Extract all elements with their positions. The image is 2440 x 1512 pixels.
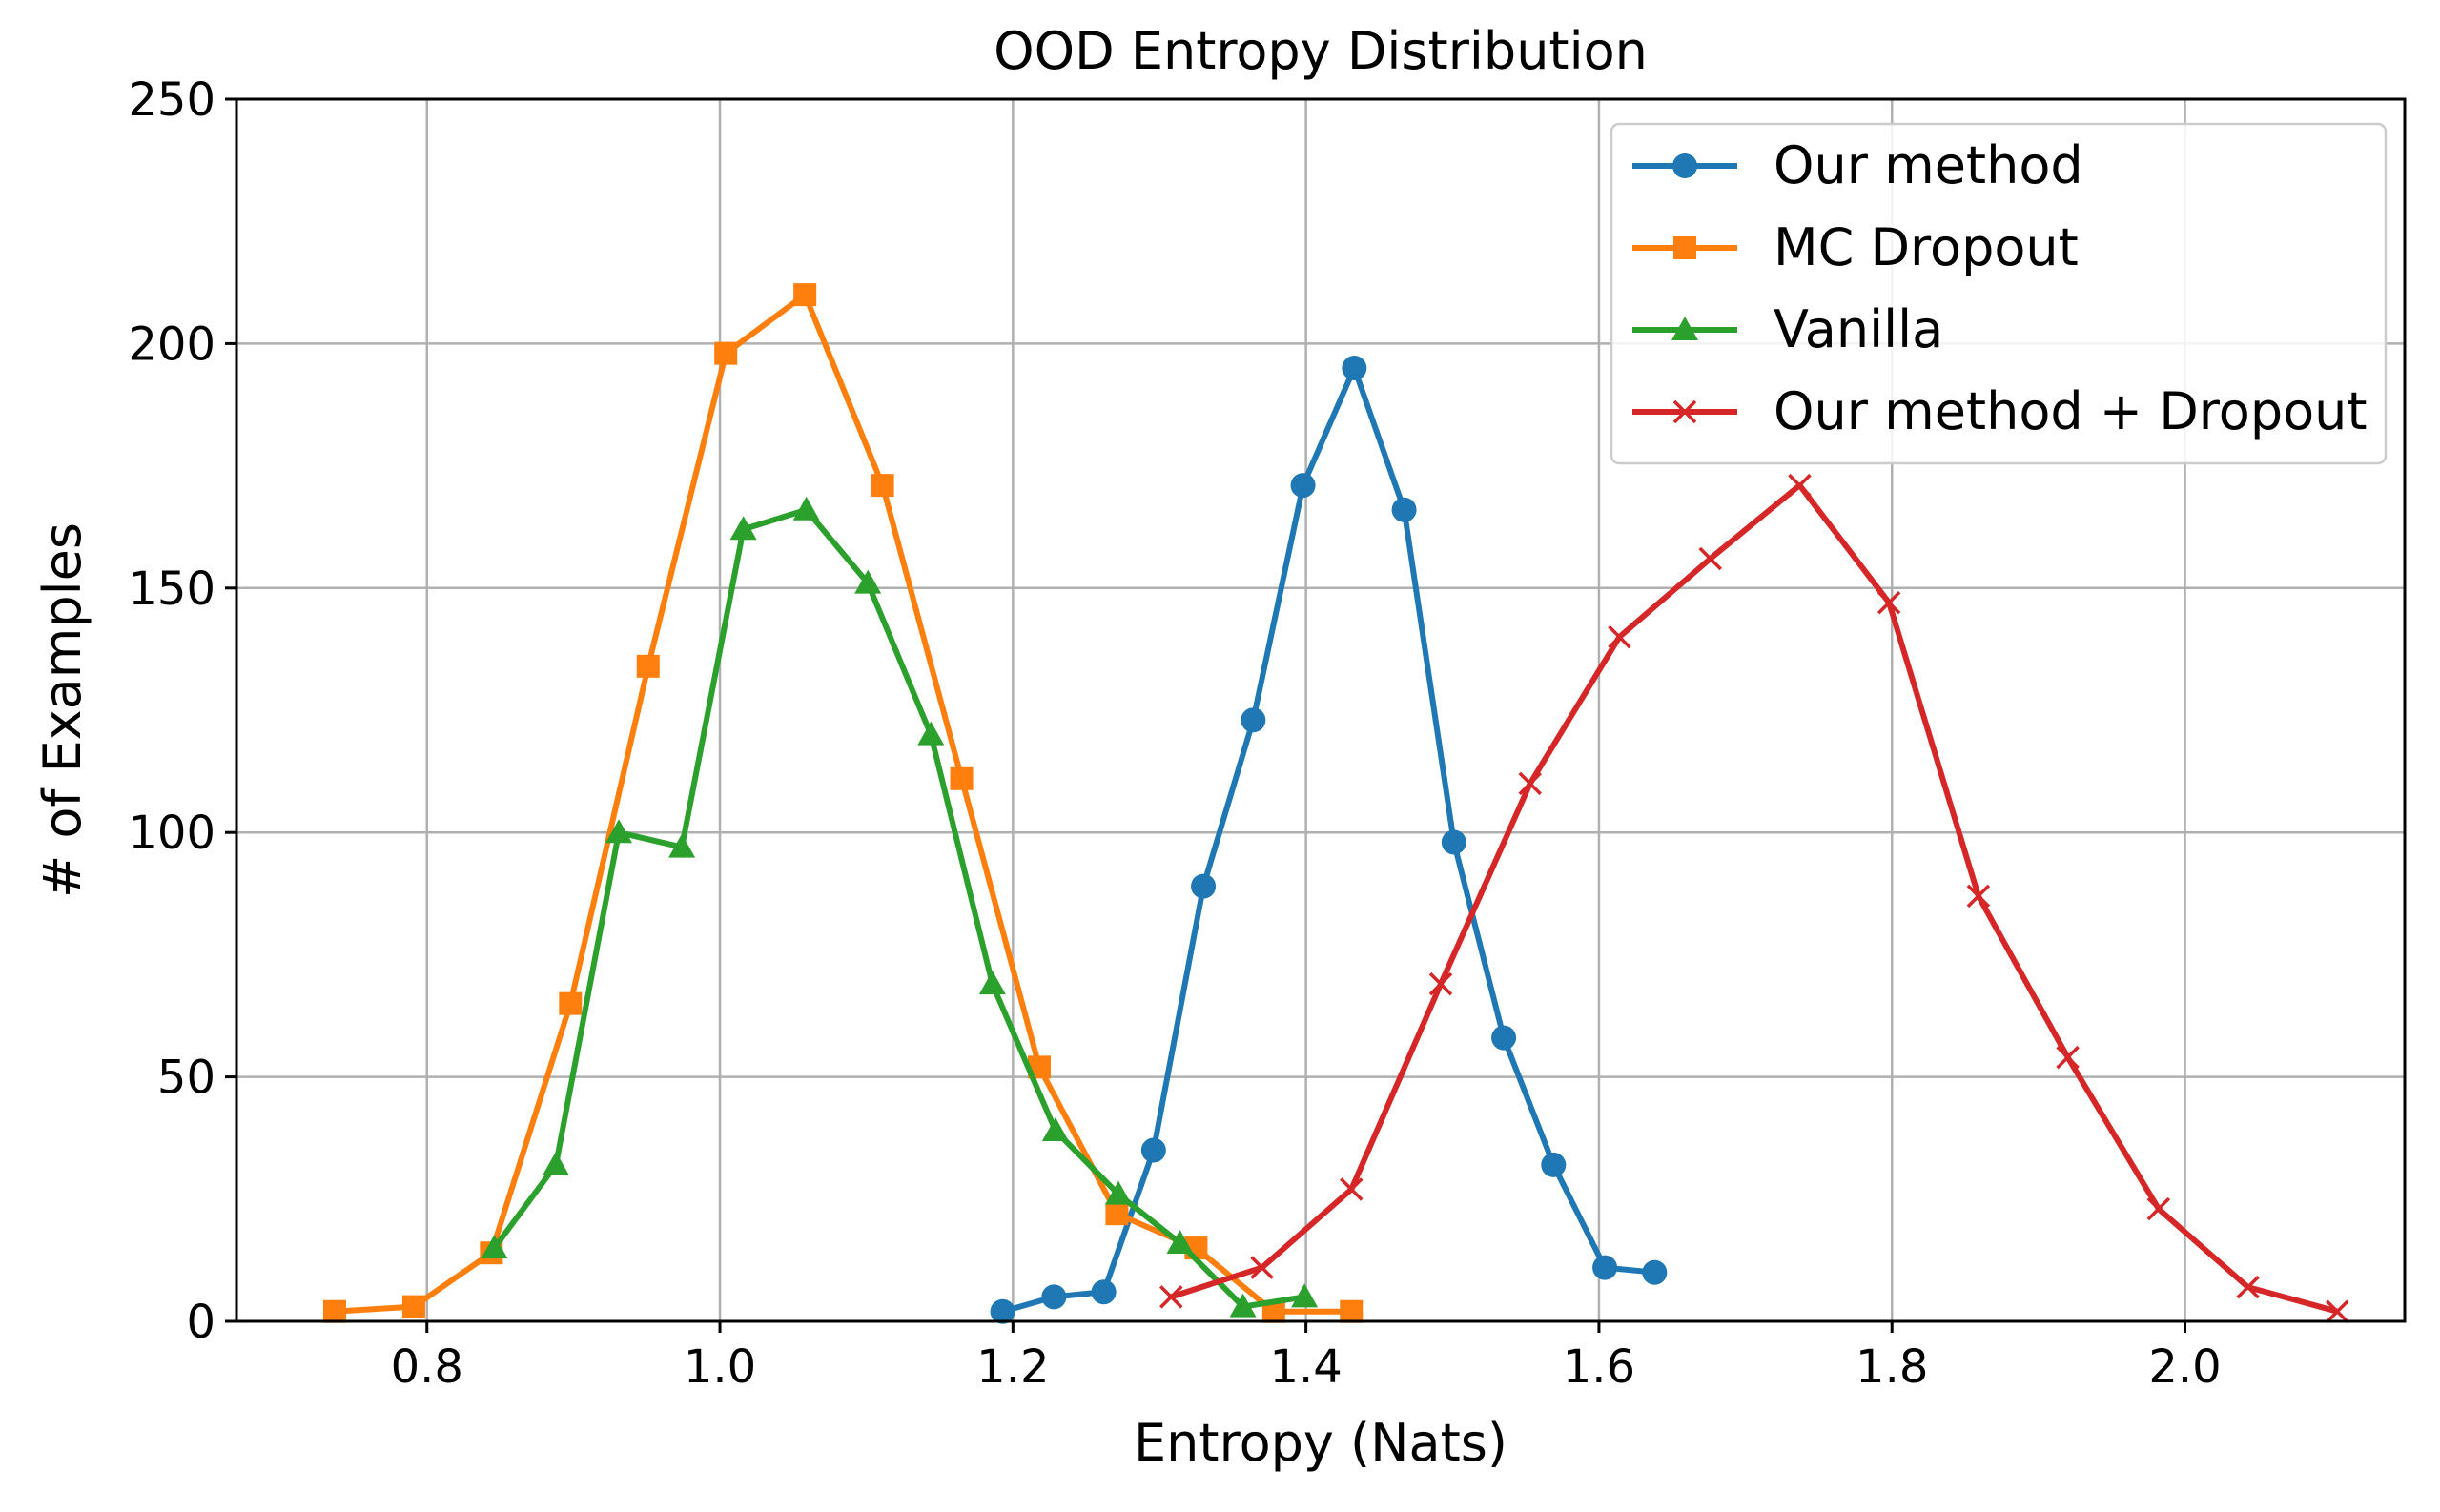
data-point-our-method xyxy=(1342,356,1367,381)
y-tick-label: 0 xyxy=(186,1296,215,1349)
plot-frame xyxy=(235,97,2407,1323)
data-point-vanilla xyxy=(542,1151,569,1175)
data-point-our-method-dropout xyxy=(1698,546,1722,571)
data-point-our-method xyxy=(1241,707,1266,733)
data-point-our-method xyxy=(1140,1137,1166,1163)
data-point-our-method-dropout xyxy=(1340,1177,1364,1201)
series-our-method-dropout xyxy=(1159,473,2349,1323)
data-point-our-method-dropout xyxy=(1428,971,1453,996)
data-point-our-method xyxy=(990,1298,1015,1324)
axis-ticks: 0.8 1.0 1.2 1.4 1.6 1.8 2.0 0 50 100 150 200 250 xyxy=(128,73,2221,1394)
x-tick-label: 1.4 xyxy=(1269,1340,1342,1394)
data-point-our-method xyxy=(1191,873,1217,899)
y-tick-label: 50 xyxy=(157,1052,215,1105)
x-tick-label: 2.0 xyxy=(2148,1340,2221,1394)
legend-label: MC Dropout xyxy=(1774,217,2079,277)
data-point-our-method-dropout xyxy=(1788,473,1812,498)
legend-marker xyxy=(1671,317,1698,340)
data-point-vanilla xyxy=(1229,1293,1257,1318)
data-point-our-method-dropout xyxy=(1159,1285,1183,1309)
data-point-vanilla xyxy=(729,516,757,541)
y-tick-label: 250 xyxy=(128,73,215,127)
data-point-vanilla xyxy=(1104,1180,1132,1205)
legend-marker xyxy=(1672,153,1697,178)
legend-label: Our method + Dropout xyxy=(1774,381,2368,441)
series-line-our-method-dropout xyxy=(1170,482,2339,1315)
data-point-mc-dropout xyxy=(322,1299,346,1323)
data-point-our-method-dropout xyxy=(2326,1299,2349,1323)
legend-label: Vanilla xyxy=(1774,299,1943,359)
x-tick-label: 0.8 xyxy=(391,1340,463,1394)
data-point-our-method xyxy=(1642,1259,1668,1285)
data-point-mc-dropout xyxy=(714,341,738,365)
data-point-mc-dropout xyxy=(871,474,894,498)
data-point-our-method-dropout xyxy=(1966,884,1991,909)
x-tick-label: 1.8 xyxy=(1856,1340,1928,1394)
legend: Our method MC Dropout Vanilla Our method + … xyxy=(1610,122,2388,465)
y-tick-label: 150 xyxy=(128,562,215,616)
data-point-vanilla xyxy=(1041,1117,1069,1142)
chart-title: OOD Entropy Distribution xyxy=(994,21,1648,81)
data-point-our-method-dropout xyxy=(2056,1045,2080,1070)
legend-marker xyxy=(1672,399,1697,424)
data-point-vanilla xyxy=(481,1235,508,1259)
series-our-method xyxy=(990,356,1668,1324)
y-axis-label: # of Examples xyxy=(32,522,92,898)
x-tick-label: 1.6 xyxy=(1563,1340,1635,1394)
data-point-our-method xyxy=(1592,1255,1618,1280)
data-point-our-method xyxy=(1541,1152,1567,1177)
data-point-mc-dropout xyxy=(793,283,817,307)
data-point-mc-dropout xyxy=(636,654,660,678)
data-point-our-method-dropout xyxy=(1608,624,1631,649)
y-tick-label: 100 xyxy=(128,807,215,860)
data-point-vanilla xyxy=(1166,1229,1194,1254)
legend-marker xyxy=(1673,236,1696,259)
x-tick-label: 1.2 xyxy=(976,1340,1049,1394)
series-line-our-method xyxy=(1001,365,1655,1315)
x-axis-label: Entropy (Nats) xyxy=(1134,1413,1507,1473)
data-point-vanilla xyxy=(917,721,945,746)
data-point-our-method xyxy=(1290,473,1316,499)
data-point-mc-dropout xyxy=(950,766,974,790)
data-point-vanilla xyxy=(668,833,696,858)
legend-box xyxy=(1610,122,2388,465)
data-point-mc-dropout xyxy=(401,1295,425,1318)
legend-label: Our method xyxy=(1774,135,2083,195)
data-point-vanilla xyxy=(792,496,820,521)
data-point-our-method-dropout xyxy=(2146,1196,2171,1221)
data-point-our-method-dropout xyxy=(1518,771,1542,796)
data-point-mc-dropout xyxy=(559,991,583,1015)
data-point-our-method xyxy=(1491,1025,1517,1051)
data-point-mc-dropout xyxy=(1340,1299,1364,1323)
data-point-vanilla xyxy=(1291,1283,1319,1308)
data-point-vanilla xyxy=(854,569,882,594)
data-point-mc-dropout xyxy=(1105,1202,1129,1226)
data-point-our-method xyxy=(1091,1279,1117,1305)
data-point-our-method xyxy=(1041,1284,1067,1310)
data-point-our-method-dropout xyxy=(1250,1256,1274,1279)
data-point-our-method xyxy=(1441,829,1466,855)
data-point-vanilla xyxy=(605,819,633,844)
series-line-vanilla xyxy=(491,506,1305,1310)
x-tick-label: 1.0 xyxy=(684,1340,756,1394)
series-vanilla xyxy=(481,496,1319,1318)
y-tick-label: 200 xyxy=(128,317,215,371)
data-point-our-method xyxy=(1391,497,1417,522)
series-layer xyxy=(322,283,2349,1324)
data-point-our-method-dropout xyxy=(2236,1275,2260,1299)
data-point-vanilla xyxy=(978,971,1006,995)
data-point-our-method-dropout xyxy=(1876,590,1901,615)
